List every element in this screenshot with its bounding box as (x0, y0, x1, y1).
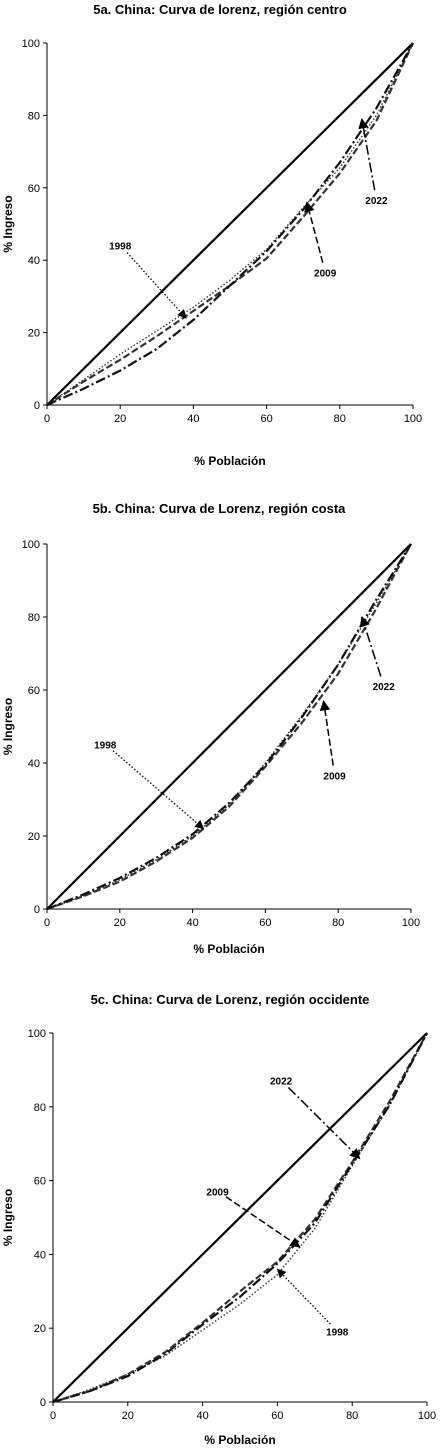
series-line-2009 (46, 543, 412, 911)
equality-line (46, 543, 412, 910)
x-tick-label: 80 (334, 413, 346, 425)
y-tick-label: 60 (28, 685, 40, 697)
annotation-label: 1998 (326, 1328, 349, 1339)
chart-title: 5a. China: Curva de lorenz, región centr… (93, 2, 347, 17)
y-tick-label: 80 (28, 110, 40, 122)
chart-panel-2: 5b. China: Curva de Lorenz, región costa… (1, 501, 420, 956)
y-tick-label: 40 (34, 1249, 46, 1261)
chart-title: 5c. China: Curva de Lorenz, región occid… (91, 992, 370, 1007)
annotation-label: 2022 (373, 682, 396, 693)
x-tick-label: 80 (332, 917, 344, 929)
x-tick-label: 40 (196, 1410, 208, 1422)
annotation-arrow (319, 699, 334, 766)
annotation-label: 1998 (109, 241, 132, 252)
annotation-label: 2009 (323, 771, 346, 782)
series-line-2022 (46, 42, 414, 407)
x-tick-label: 20 (114, 917, 126, 929)
x-tick-label: 80 (346, 1410, 358, 1422)
annotation-label: 2022 (270, 1077, 293, 1088)
y-tick-label: 20 (28, 831, 40, 843)
y-axis-label: % Ingreso (1, 1189, 15, 1246)
y-tick-label: 100 (28, 1028, 46, 1040)
y-tick-label: 20 (28, 328, 40, 340)
annotation-label: 1998 (94, 740, 117, 751)
x-tick-label: 40 (187, 413, 199, 425)
y-tick-label: 80 (28, 612, 40, 624)
equality-line (46, 42, 414, 406)
annotation-arrow (276, 1268, 331, 1325)
x-tick-label: 0 (44, 917, 50, 929)
y-tick-label: 0 (34, 904, 40, 916)
x-axis-label: % Población (193, 942, 264, 956)
series-line-2022 (46, 543, 412, 911)
equality-line (52, 1032, 428, 1403)
x-tick-label: 20 (122, 1410, 134, 1422)
y-tick-label: 20 (34, 1323, 46, 1335)
y-axis-label: % Ingreso (1, 698, 15, 755)
y-tick-label: 100 (22, 539, 40, 551)
x-axis-label: % Población (194, 454, 265, 468)
series-line-1998 (46, 42, 414, 406)
annotation-arrow (358, 117, 376, 191)
y-tick-label: 0 (34, 400, 40, 412)
x-tick-label: 20 (114, 413, 126, 425)
x-tick-label: 60 (271, 1410, 283, 1422)
y-tick-label: 60 (34, 1176, 46, 1188)
annotation-arrow (126, 252, 187, 319)
y-tick-label: 100 (22, 38, 40, 50)
chart-title: 5b. China: Curva de Lorenz, región costa (93, 501, 347, 516)
annotation-label: 2022 (365, 196, 388, 207)
x-tick-label: 60 (260, 413, 272, 425)
x-tick-label: 40 (186, 917, 198, 929)
annotation-arrow (359, 615, 382, 677)
x-tick-label: 100 (418, 1410, 436, 1422)
annotation-arrow (112, 750, 205, 830)
series-line-1998 (46, 543, 412, 910)
x-tick-label: 100 (404, 413, 422, 425)
x-tick-label: 0 (50, 1410, 56, 1422)
y-tick-label: 60 (28, 183, 40, 195)
x-tick-label: 100 (402, 917, 420, 929)
x-tick-label: 0 (44, 413, 50, 425)
y-axis-label: % Ingreso (1, 195, 15, 252)
y-tick-label: 0 (40, 1397, 46, 1409)
annotation-arrow (287, 1086, 361, 1160)
y-tick-label: 40 (28, 255, 40, 267)
y-tick-label: 40 (28, 758, 40, 770)
y-tick-label: 80 (34, 1102, 46, 1114)
series-line-2009 (46, 42, 414, 406)
chart-panel-3: 5c. China: Curva de Lorenz, región occid… (1, 992, 436, 1447)
annotation-arrow (304, 201, 324, 263)
chart-panel-1: 5a. China: Curva de lorenz, región centr… (1, 2, 422, 468)
series-line-2022 (52, 1032, 428, 1404)
series-line-2009 (52, 1032, 428, 1404)
x-axis-label: % Población (204, 1433, 275, 1447)
x-tick-label: 60 (259, 917, 271, 929)
annotation-label: 2009 (206, 1187, 229, 1198)
annotation-arrow (225, 1196, 301, 1248)
annotation-label: 2009 (314, 268, 337, 279)
